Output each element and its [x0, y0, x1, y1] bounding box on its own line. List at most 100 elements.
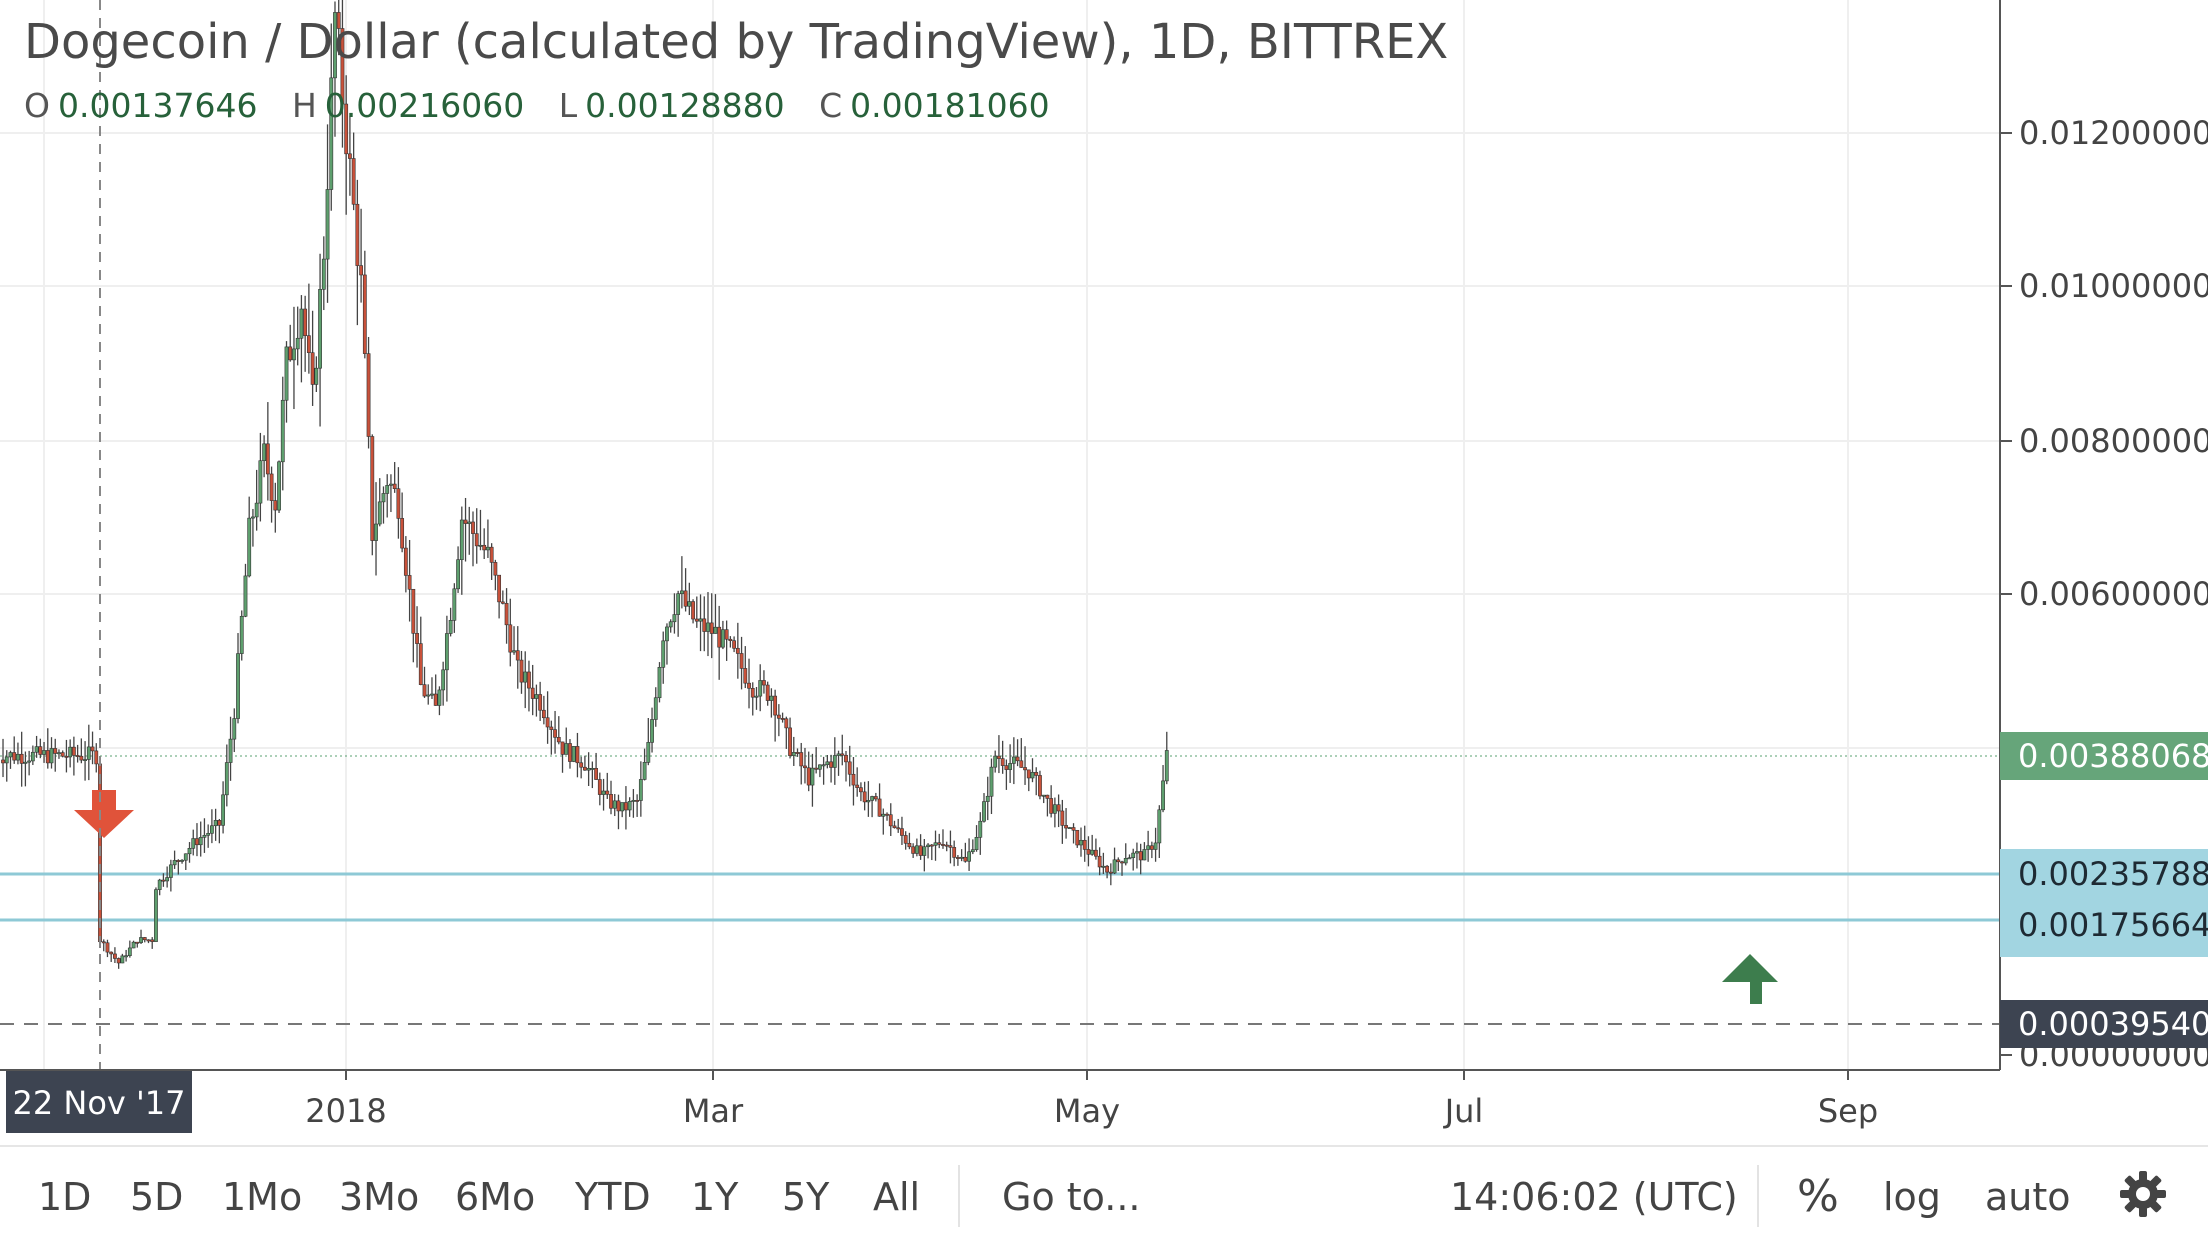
- ohlc-high-key: H: [291, 86, 317, 125]
- candle-up: [385, 485, 390, 494]
- candle-down: [1056, 804, 1061, 812]
- candle-up: [1164, 750, 1169, 782]
- candle-down: [303, 308, 308, 336]
- candle-up: [83, 759, 87, 761]
- candle-down: [400, 518, 405, 549]
- candle-up: [292, 348, 296, 361]
- candle-down: [1060, 810, 1065, 826]
- candle-up: [985, 795, 990, 802]
- candle-up: [1090, 849, 1095, 855]
- toolbar-divider: [1757, 1165, 1759, 1227]
- goto-date-button[interactable]: Go to...: [1002, 1175, 1141, 1219]
- candle-down: [370, 436, 375, 541]
- ohlc-close-value: 0.00181060: [850, 86, 1050, 125]
- candle-up: [206, 833, 211, 836]
- ohlc-low-value: 0.00128880: [585, 86, 785, 125]
- candle-down: [1120, 861, 1124, 864]
- percent-scale-toggle[interactable]: %: [1797, 1171, 1839, 1222]
- candle-down: [1138, 851, 1143, 861]
- candle-up: [430, 693, 434, 696]
- candle-up: [1030, 772, 1035, 779]
- candle-down: [799, 752, 804, 767]
- candle-up: [120, 955, 125, 964]
- range-5y-button[interactable]: 5Y: [782, 1175, 830, 1219]
- candle-down: [1038, 775, 1042, 797]
- candle-down: [497, 574, 502, 603]
- candle-down: [538, 694, 543, 711]
- candle-up: [325, 189, 330, 260]
- range-6mo-button[interactable]: 6Mo: [455, 1175, 536, 1219]
- candle-down: [415, 633, 419, 644]
- candle-down: [519, 659, 524, 683]
- candle-up: [1157, 809, 1162, 844]
- candle-down: [840, 753, 845, 756]
- candle-up: [620, 802, 625, 812]
- candle-up: [165, 877, 170, 882]
- range-ytd-button[interactable]: YTD: [575, 1175, 651, 1219]
- toolbar-divider: [958, 1165, 960, 1227]
- range-3mo-button[interactable]: 3Mo: [339, 1175, 420, 1219]
- candle-up: [258, 460, 263, 504]
- candle-down: [556, 737, 561, 743]
- candle-up: [881, 813, 886, 817]
- candle-up: [68, 746, 73, 758]
- log-scale-toggle[interactable]: log: [1883, 1175, 1941, 1219]
- buy-arrow-up-icon: [1722, 954, 1778, 1004]
- candle-up: [49, 748, 54, 764]
- candle-down: [903, 835, 908, 844]
- candle-down: [851, 773, 856, 786]
- range-1y-button[interactable]: 1Y: [691, 1175, 739, 1219]
- candle-up: [676, 593, 681, 615]
- sell-arrow-down-icon: [74, 790, 134, 838]
- candle-down: [359, 265, 364, 276]
- candle-down: [844, 754, 848, 763]
- candle-up: [672, 614, 677, 623]
- candle-down: [392, 483, 397, 490]
- candle-down: [418, 643, 423, 685]
- auto-scale-toggle[interactable]: auto: [1985, 1175, 2071, 1219]
- candle-down: [814, 767, 819, 770]
- candle-up: [172, 860, 177, 866]
- candle-up: [1142, 849, 1147, 861]
- candle-down: [344, 103, 349, 155]
- candle-down: [1097, 855, 1102, 868]
- candle-up: [168, 864, 173, 878]
- crosshair-date-text: 22 Nov '17: [12, 1084, 185, 1122]
- candle-up: [467, 521, 472, 524]
- candle-down: [568, 743, 572, 762]
- candle-up: [139, 937, 143, 943]
- utc-clock[interactable]: 14:06:02 (UTC): [1450, 1175, 1738, 1219]
- range-5d-button[interactable]: 5D: [130, 1175, 184, 1219]
- candle-up: [791, 752, 796, 756]
- candle-down: [482, 544, 487, 551]
- chart-title: Dogecoin / Dollar (calculated by Trading…: [24, 14, 1449, 70]
- candle-up: [280, 399, 285, 463]
- price-chart[interactable]: 0.01200000 0.01000000 0.00800000 0.00600000…: [0, 0, 2208, 1145]
- candle-down: [396, 488, 401, 519]
- candle-down: [75, 755, 80, 757]
- range-1mo-button[interactable]: 1Mo: [222, 1175, 303, 1219]
- candle-up: [127, 947, 132, 956]
- candle-down: [403, 547, 408, 576]
- candle-up: [437, 689, 442, 706]
- arrow-markers: [74, 790, 1778, 1004]
- candle-down: [911, 846, 916, 854]
- candle-up: [389, 483, 393, 486]
- ohlc-open-value: 0.00137646: [57, 86, 258, 125]
- range-1d-button[interactable]: 1D: [38, 1175, 92, 1219]
- candle-up: [1135, 851, 1139, 854]
- price-label-value: 0.00039540: [2018, 1005, 2208, 1043]
- candle-up: [42, 750, 46, 755]
- candle-down: [433, 693, 438, 706]
- candle-up: [926, 844, 930, 848]
- candle-down: [1049, 798, 1054, 814]
- candle-up: [243, 575, 248, 617]
- candle-down: [750, 687, 755, 698]
- candle-up: [124, 955, 129, 958]
- candle-down: [53, 748, 58, 754]
- range-all-button[interactable]: All: [873, 1175, 921, 1219]
- candle-down: [788, 727, 792, 756]
- candle-up: [679, 590, 684, 595]
- candle-up: [228, 738, 233, 763]
- settings-gear-icon[interactable]: [2118, 1169, 2168, 1219]
